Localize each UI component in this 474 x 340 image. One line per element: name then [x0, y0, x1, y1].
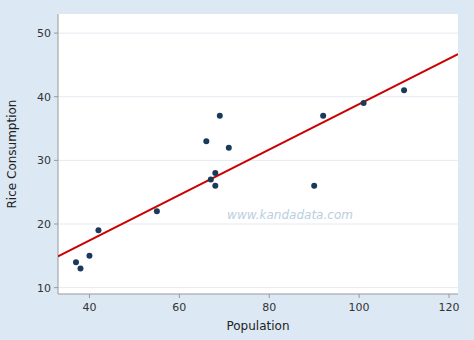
watermark: www.kandadata.com	[227, 208, 353, 222]
y-tick	[54, 287, 58, 288]
grid-line	[58, 33, 458, 34]
x-tick	[89, 294, 90, 298]
scatter-point	[154, 208, 160, 214]
grid-line	[58, 224, 458, 225]
scatter-point	[226, 145, 232, 151]
scatter-point	[73, 259, 79, 265]
y-tick	[54, 33, 58, 34]
y-tick-label: 10	[37, 282, 51, 295]
scatter-point	[217, 113, 223, 119]
y-tick-label: 30	[37, 154, 51, 167]
x-tick	[359, 294, 360, 298]
x-axis-label: Population	[226, 319, 289, 333]
scatter-point	[311, 183, 317, 189]
grid-line	[58, 160, 458, 161]
grid	[58, 33, 458, 288]
scatter-point	[77, 266, 83, 272]
scatter-point	[320, 113, 326, 119]
x-tick	[179, 294, 180, 298]
x-tick-label: 100	[349, 301, 370, 314]
axes: 10 20 30 40 50 40 60 80 100 120	[37, 14, 460, 314]
scatter-point	[212, 183, 218, 189]
chart: 10 20 30 40 50 40 60 80 100 120 Population Rice Con…	[0, 0, 474, 340]
plot-area	[58, 14, 458, 294]
scatter-point	[86, 253, 92, 259]
y-tick	[54, 224, 58, 225]
x-tick	[269, 294, 270, 298]
grid-line	[58, 96, 458, 97]
y-tick	[54, 160, 58, 161]
x-axis-line	[58, 294, 458, 295]
y-axis-label: Rice Consumption	[5, 100, 19, 209]
x-tick-label: 60	[172, 301, 186, 314]
scatter-point	[95, 227, 101, 233]
scatter-point	[212, 170, 218, 176]
scatter-point	[203, 138, 209, 144]
y-tick-label: 40	[37, 91, 51, 104]
scatter-point	[361, 100, 367, 106]
y-axis-line	[58, 14, 59, 294]
grid-line	[58, 287, 458, 288]
x-tick-label: 80	[262, 301, 276, 314]
chart-container: 10 20 30 40 50 40 60 80 100 120 Population Rice Con…	[0, 0, 474, 340]
fit-line	[58, 54, 458, 256]
x-tick-label: 120	[439, 301, 460, 314]
y-tick-label: 50	[37, 27, 51, 40]
scatter-point	[208, 176, 214, 182]
x-tick	[449, 294, 450, 298]
scatter-point	[401, 87, 407, 93]
y-tick	[54, 96, 58, 97]
marks	[58, 54, 458, 271]
x-tick-label: 40	[82, 301, 96, 314]
y-tick-label: 20	[37, 218, 51, 231]
